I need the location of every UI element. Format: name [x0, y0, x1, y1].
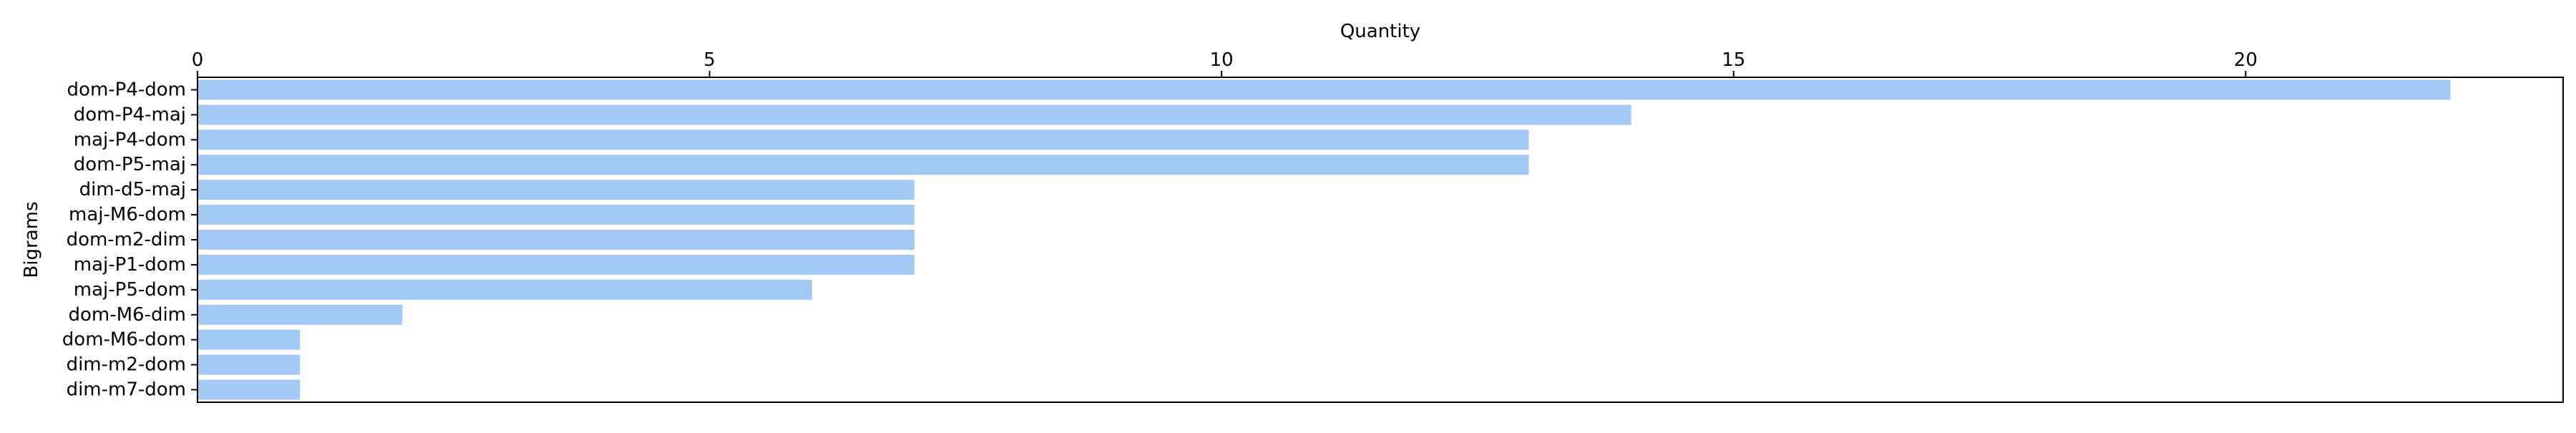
bar-dom-P5-maj	[197, 155, 1529, 175]
bar-maj-P4-dom	[197, 130, 1529, 150]
y-tick-label: dom-P4-maj	[74, 104, 186, 125]
y-tick-label: maj-P1-dom	[74, 254, 186, 276]
x-tick-label: 15	[1722, 49, 1745, 71]
y-axis-label: Bigrams	[21, 201, 42, 278]
bar-maj-P5-dom	[197, 279, 812, 300]
bar-dim-m2-dom	[197, 354, 301, 375]
bar-dom-m2-dim	[197, 230, 914, 250]
y-tick-label: dim-d5-maj	[79, 179, 186, 200]
bar-dom-P4-dom	[197, 79, 2451, 100]
y-axis-ticks: dom-P4-dom dom-P4-maj maj-P4-dom dom-P5-maj…	[62, 79, 197, 401]
bar-dim-d5-maj	[197, 180, 914, 200]
y-tick-label: dom-m2-dim	[67, 229, 186, 250]
x-axis-label: Quantity	[1340, 21, 1420, 42]
x-tick-label: 5	[703, 49, 716, 71]
bar-dom-M6-dom	[197, 329, 301, 350]
bar-maj-M6-dom	[197, 205, 914, 225]
y-tick-label: dom-M6-dim	[68, 304, 186, 326]
x-tick-label: 10	[1210, 49, 1234, 71]
bar-dim-m7-dom	[197, 379, 301, 400]
bar-dom-P4-maj	[197, 104, 1631, 125]
y-tick-label: dom-P5-maj	[74, 154, 186, 175]
x-tick-label: 20	[2234, 49, 2258, 71]
y-tick-label: maj-P4-dom	[74, 129, 186, 150]
bars-layer	[197, 79, 2451, 400]
y-tick-label: dim-m7-dom	[67, 379, 186, 401]
y-tick-label: dom-P4-dom	[67, 79, 186, 100]
x-axis-ticks: 0 5 10 15 20	[192, 49, 2258, 77]
y-tick-label: dim-m2-dom	[67, 354, 186, 376]
y-tick-label: maj-P5-dom	[74, 279, 186, 301]
y-tick-label: dom-M6-dom	[62, 329, 186, 351]
bar-dom-M6-dim	[197, 304, 403, 325]
y-tick-label: maj-M6-dom	[69, 204, 186, 225]
bar-maj-P1-dom	[197, 254, 914, 275]
x-tick-label: 0	[192, 49, 204, 71]
